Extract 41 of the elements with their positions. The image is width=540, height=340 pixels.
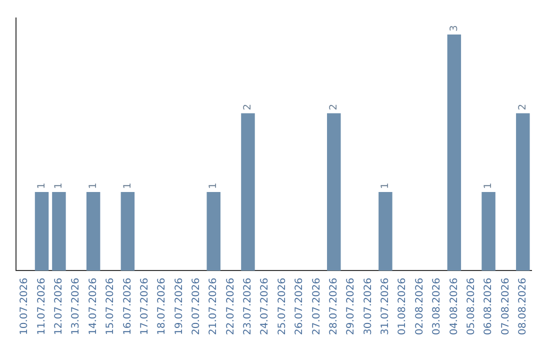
x-tick-label: 28.07.2026 <box>328 278 340 336</box>
x-tick-label: 24.07.2026 <box>260 278 271 336</box>
x-tick-label: 19.07.2026 <box>174 278 185 336</box>
x-tick-label: 30.07.2026 <box>362 278 374 336</box>
x-tick-label: 26.07.2026 <box>294 278 306 336</box>
data-label: 3 <box>448 25 460 32</box>
data-label: 2 <box>517 104 528 110</box>
x-tick-label: 05.08.2026 <box>466 278 477 336</box>
x-tick-label: 04.08.2026 <box>448 278 460 336</box>
x-tick-label: 17.07.2026 <box>139 278 150 336</box>
x-tick-label: 02.08.2026 <box>414 278 426 336</box>
x-tick-label: 15.07.2026 <box>105 278 116 336</box>
data-label: 1 <box>88 182 99 190</box>
x-tick-label: 25.07.2026 <box>276 278 288 336</box>
x-tick-label: 23.07.2026 <box>242 278 254 336</box>
x-tick-label: 20.07.2026 <box>191 278 202 336</box>
x-tick-label: 18.07.2026 <box>156 278 168 336</box>
data-label: 1 <box>208 182 220 190</box>
x-tick-label: 21.07.2026 <box>208 278 220 336</box>
x-tick-label: 22.07.2026 <box>225 278 236 336</box>
data-label: 1 <box>380 182 392 190</box>
x-tick-label: 31.07.2026 <box>380 278 392 336</box>
x-tick-label: 01.08.2026 <box>397 278 408 336</box>
x-tick-label: 13.07.2026 <box>70 278 82 336</box>
data-label: 1 <box>122 182 134 190</box>
x-tick-label: 08.08.2026 <box>517 278 528 336</box>
x-tick-label: 06.08.2026 <box>483 278 494 336</box>
data-label: 2 <box>328 104 340 110</box>
data-label: 1 <box>54 182 65 190</box>
data-label: 1 <box>483 182 494 190</box>
x-tick-label: 07.08.2026 <box>500 278 512 336</box>
data-label: 1 <box>36 182 48 190</box>
x-tick-label: 14.07.2026 <box>88 278 99 336</box>
x-tick-label: 11.07.2026 <box>36 278 48 336</box>
x-tick-label: 16.07.2026 <box>122 278 134 336</box>
x-tick-label: 03.08.2026 <box>432 278 443 336</box>
x-tick-label: 12.07.2026 <box>54 278 65 336</box>
data-label: 2 <box>242 104 254 110</box>
x-tick-label: 27.07.2026 <box>311 278 322 336</box>
x-tick-label: 10.07.2026 <box>19 278 30 336</box>
x-tick-label: 29.07.2026 <box>346 278 357 336</box>
